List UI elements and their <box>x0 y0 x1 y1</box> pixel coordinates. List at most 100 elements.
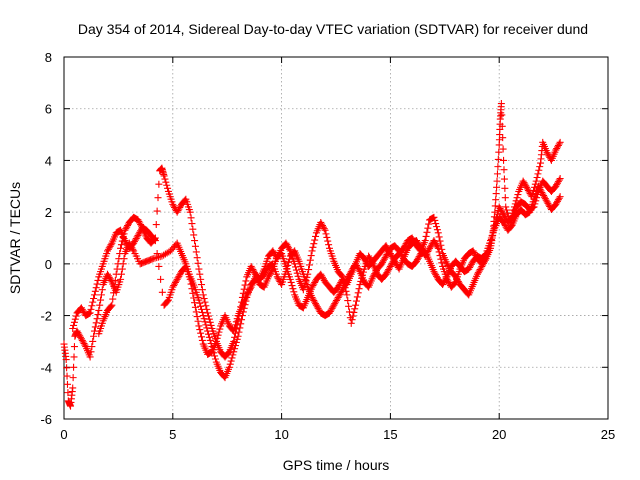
data-point <box>231 324 239 332</box>
data-point <box>70 343 78 351</box>
data-point <box>480 257 488 265</box>
data-point <box>198 281 206 289</box>
data-point <box>308 247 316 255</box>
data-point <box>507 214 515 222</box>
data-point <box>112 270 120 278</box>
data-point <box>136 219 144 227</box>
y-tick-label: -2 <box>40 309 52 324</box>
data-point <box>439 281 447 289</box>
data-point <box>290 288 298 296</box>
data-point <box>228 354 236 362</box>
data-point <box>553 181 561 189</box>
data-point <box>502 203 510 211</box>
data-point <box>554 179 562 187</box>
data-point <box>195 322 203 330</box>
data-point <box>543 198 551 206</box>
x-tick-label: 0 <box>60 427 67 442</box>
data-point <box>525 188 533 196</box>
x-axis-label: GPS time / hours <box>283 457 390 473</box>
data-point <box>353 293 361 301</box>
data-point <box>107 241 115 249</box>
data-point <box>366 254 374 262</box>
data-point <box>191 303 199 311</box>
data-point <box>287 278 295 286</box>
data-point <box>189 289 197 297</box>
data-point <box>414 254 422 262</box>
data-point <box>523 185 531 193</box>
data-point <box>493 214 501 222</box>
data-point <box>369 273 377 281</box>
x-tick-label: 15 <box>383 427 397 442</box>
data-point <box>73 327 81 335</box>
data-point <box>379 258 387 266</box>
data-point <box>90 295 98 303</box>
data-point <box>520 179 528 187</box>
data-point <box>300 283 308 291</box>
data-point <box>385 266 393 274</box>
data-point <box>334 283 342 291</box>
data-point <box>188 220 196 228</box>
data-point <box>493 170 501 178</box>
data-point <box>134 231 142 239</box>
data-point <box>383 269 391 277</box>
data-point <box>211 352 219 360</box>
data-point <box>498 122 506 130</box>
data-point <box>284 242 292 250</box>
data-point <box>355 285 363 293</box>
data-point <box>433 223 441 231</box>
data-point <box>192 248 200 256</box>
data-point <box>328 304 336 312</box>
data-point <box>417 244 425 252</box>
data-point <box>171 278 179 286</box>
data-point <box>98 286 106 294</box>
data-point <box>309 295 317 303</box>
data-point <box>111 276 119 284</box>
data-point <box>252 274 260 282</box>
data-point <box>153 207 161 215</box>
data-point <box>301 280 309 288</box>
data-point <box>345 302 353 310</box>
data-point <box>390 256 398 264</box>
data-point <box>289 285 297 293</box>
data-point <box>426 243 434 251</box>
data-point <box>379 257 387 265</box>
data-point <box>499 134 507 142</box>
data-point <box>436 237 444 245</box>
data-point <box>465 265 473 273</box>
y-tick-label: 6 <box>45 102 52 117</box>
y-tick-label: 4 <box>45 153 52 168</box>
data-point <box>413 257 421 265</box>
data-point <box>498 208 506 216</box>
data-point <box>469 247 477 255</box>
data-point <box>491 202 499 210</box>
data-point <box>347 319 355 327</box>
data-point <box>382 270 390 278</box>
data-point <box>214 331 222 339</box>
data-point <box>273 273 281 281</box>
data-point <box>205 315 213 323</box>
data-point <box>432 240 440 248</box>
data-point <box>104 247 112 255</box>
data-point <box>360 255 368 263</box>
data-point <box>344 297 352 305</box>
data-point <box>305 266 313 274</box>
data-point <box>446 265 454 273</box>
data-point <box>191 242 199 250</box>
data-point <box>530 203 538 211</box>
data-point <box>553 199 561 207</box>
data-point <box>514 191 522 199</box>
data-point <box>131 238 139 246</box>
data-point <box>334 293 342 301</box>
data-point <box>431 269 439 277</box>
data-point <box>365 252 373 260</box>
data-point <box>299 286 307 294</box>
data-point <box>544 150 552 158</box>
data-point <box>476 266 484 274</box>
data-point <box>351 305 359 313</box>
data-point <box>105 273 113 281</box>
data-point <box>413 238 421 246</box>
data-point <box>554 197 562 205</box>
data-point <box>90 332 98 340</box>
data-point <box>413 256 421 264</box>
data-point <box>529 190 537 198</box>
